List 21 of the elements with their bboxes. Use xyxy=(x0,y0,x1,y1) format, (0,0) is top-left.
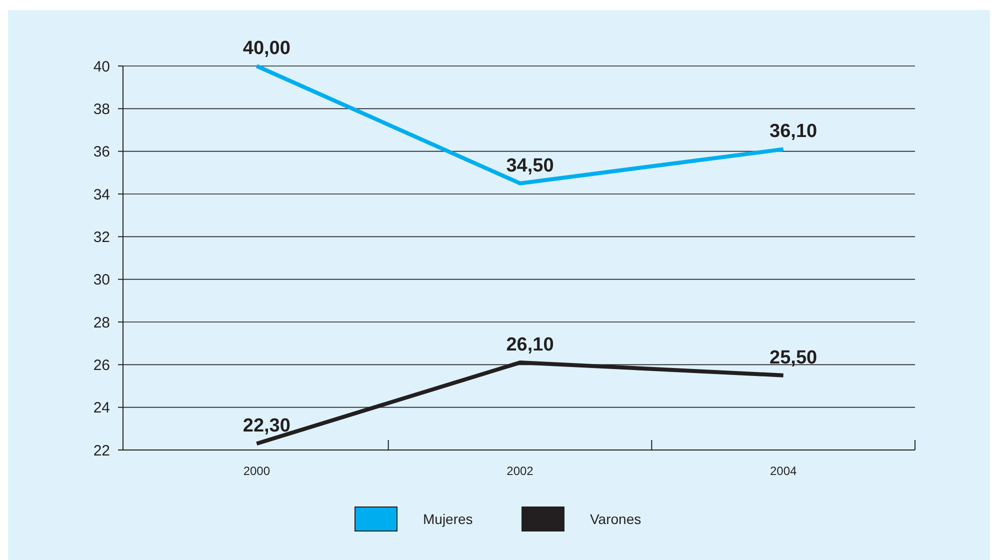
x-tick-label: 2004 xyxy=(770,464,798,478)
data-label: 25,50 xyxy=(770,347,818,368)
y-tick-label: 40 xyxy=(93,58,110,76)
data-label: 34,50 xyxy=(506,155,554,176)
y-tick-label: 38 xyxy=(93,100,110,118)
y-tick-label: 26 xyxy=(93,356,110,374)
y-tick-label: 32 xyxy=(93,228,110,246)
x-tick-label: 2002 xyxy=(506,464,534,478)
x-tick-label: 2000 xyxy=(243,464,270,478)
y-tick-label: 34 xyxy=(93,186,110,204)
data-label: 40,00 xyxy=(242,38,290,59)
y-tick-label: 28 xyxy=(93,314,110,332)
y-tick-label: 36 xyxy=(93,144,110,161)
legend-label: Mujeres xyxy=(423,510,473,527)
legend-label: Varones xyxy=(590,510,642,527)
y-tick-label: 22 xyxy=(93,442,110,460)
y-tick-label: 30 xyxy=(93,272,110,289)
data-label: 36,10 xyxy=(770,121,818,142)
y-tick-label: 24 xyxy=(93,400,110,417)
data-label: 26,10 xyxy=(506,334,554,356)
data-label: 22,30 xyxy=(242,416,290,437)
